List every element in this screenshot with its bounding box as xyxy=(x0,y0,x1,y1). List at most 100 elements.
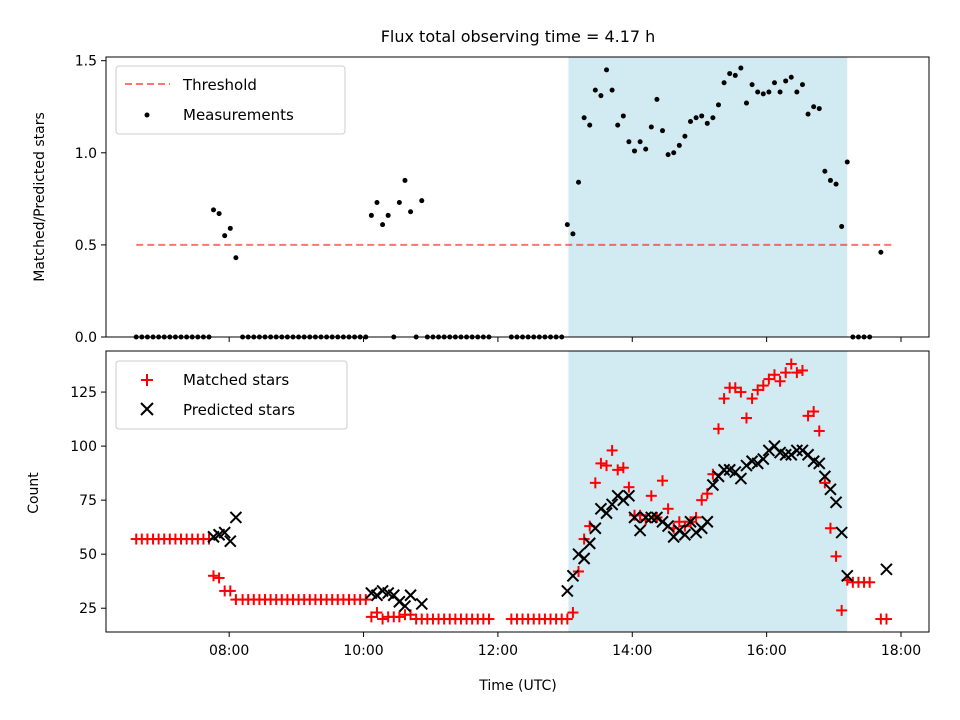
legend-measurements-swatch xyxy=(144,112,150,118)
y-tick-label: 0.5 xyxy=(75,238,97,254)
matched-star-point xyxy=(393,611,405,623)
predicted-star-point xyxy=(577,552,591,565)
top-y-axis-label: Matched/Predicted stars xyxy=(32,112,48,282)
legend-measurements-label: Measurements xyxy=(183,106,294,124)
predicted-star-point xyxy=(824,483,837,496)
y-tick-label: 1.0 xyxy=(75,146,97,162)
predicted-star-point xyxy=(224,535,237,548)
measurement-point xyxy=(604,67,610,73)
bottom-legend: Matched stars Predicted stars xyxy=(115,360,348,430)
measurement-point xyxy=(368,212,374,218)
predicted-star-point xyxy=(813,457,826,470)
matched-star-point xyxy=(729,382,741,394)
measurement-point xyxy=(749,82,755,88)
matched-star-point xyxy=(696,494,708,506)
top-legend: Threshold Measurements xyxy=(115,65,346,135)
measurement-point xyxy=(727,71,733,77)
measurement-point xyxy=(660,128,666,134)
bottom-y-axis-label: Count xyxy=(26,472,42,514)
measurement-point xyxy=(755,89,761,95)
matched-star-point xyxy=(589,477,601,489)
matched-star-point xyxy=(606,444,618,456)
predicted-star-point xyxy=(678,528,692,541)
matched-star-point xyxy=(612,464,624,476)
y-tick-label: 125 xyxy=(70,385,97,401)
matched-star-point xyxy=(802,410,814,422)
predicted-star-point xyxy=(633,524,647,537)
legend-predicted-label: Predicted stars xyxy=(183,401,295,419)
measurement-point xyxy=(227,225,233,231)
measurement-point xyxy=(592,87,598,93)
measurement-point xyxy=(385,212,391,218)
measurement-point xyxy=(771,80,777,86)
matched-star-point xyxy=(830,550,842,562)
measurement-point xyxy=(682,133,688,139)
measurement-point xyxy=(581,115,587,121)
matched-star-point xyxy=(735,386,747,398)
y-tick-label: 0.0 xyxy=(75,330,97,346)
measurement-point xyxy=(564,222,570,228)
measurement-point xyxy=(648,124,654,130)
measurement-point xyxy=(811,104,817,110)
measurement-point xyxy=(878,249,884,255)
measurement-point xyxy=(687,118,693,124)
matched-star-point xyxy=(785,358,797,370)
matched-star-point xyxy=(763,373,775,385)
predicted-star-point xyxy=(734,472,748,485)
matched-star-point xyxy=(673,516,685,528)
measurement-point xyxy=(783,78,789,84)
measurement-point xyxy=(632,148,638,154)
x-tick-label: 14:00 xyxy=(612,643,652,659)
predicted-star-point xyxy=(790,444,804,457)
legend-matched-label: Matched stars xyxy=(183,371,289,389)
measurement-point xyxy=(844,159,850,165)
measurement-point xyxy=(210,207,216,213)
matched-star-point xyxy=(796,364,808,376)
predicted-star-point xyxy=(398,599,412,613)
measurement-point xyxy=(743,100,749,106)
matched-star-point xyxy=(567,607,579,619)
measurement-point xyxy=(620,113,626,119)
predicted-stars-series xyxy=(207,439,893,613)
predicted-star-point xyxy=(415,597,428,611)
predicted-star-point xyxy=(566,569,580,583)
matched-star-point xyxy=(483,613,495,625)
measurement-point xyxy=(216,211,222,217)
measurement-point xyxy=(676,142,682,148)
matched-star-point xyxy=(780,367,792,379)
matched-star-point xyxy=(813,425,825,437)
measurement-point xyxy=(654,96,660,102)
measurement-point xyxy=(816,106,822,112)
x-tick-label: 18:00 xyxy=(881,643,921,659)
y-tick-label: 75 xyxy=(79,493,97,509)
matched-star-point xyxy=(365,611,377,623)
measurement-point xyxy=(721,80,727,86)
measurement-point xyxy=(799,82,805,88)
measurement-point xyxy=(822,168,828,174)
measurement-point xyxy=(587,122,593,128)
matched-star-point xyxy=(740,412,752,424)
measurement-point xyxy=(233,255,239,261)
measurement-point xyxy=(794,89,800,95)
measurement-point xyxy=(699,113,705,119)
measurement-point xyxy=(839,223,845,229)
measurement-point xyxy=(615,122,621,128)
measurement-point xyxy=(766,89,772,95)
measurement-point xyxy=(637,139,643,145)
measurement-point xyxy=(704,120,710,126)
matched-star-point xyxy=(836,604,848,616)
predicted-star-point xyxy=(829,496,843,509)
top-axes-frame xyxy=(105,56,930,338)
x-tick-label: 10:00 xyxy=(343,643,383,659)
measurement-point xyxy=(671,150,677,156)
predicted-star-point xyxy=(661,519,675,533)
matched-star-point xyxy=(808,406,820,418)
predicted-star-point xyxy=(639,511,652,524)
measurement-point xyxy=(760,91,766,97)
matched-star-point xyxy=(371,607,383,619)
bottom-axes-frame xyxy=(105,350,930,633)
measurement-point xyxy=(827,177,833,183)
matched-stars-series xyxy=(130,358,892,625)
measurement-point xyxy=(609,87,615,93)
